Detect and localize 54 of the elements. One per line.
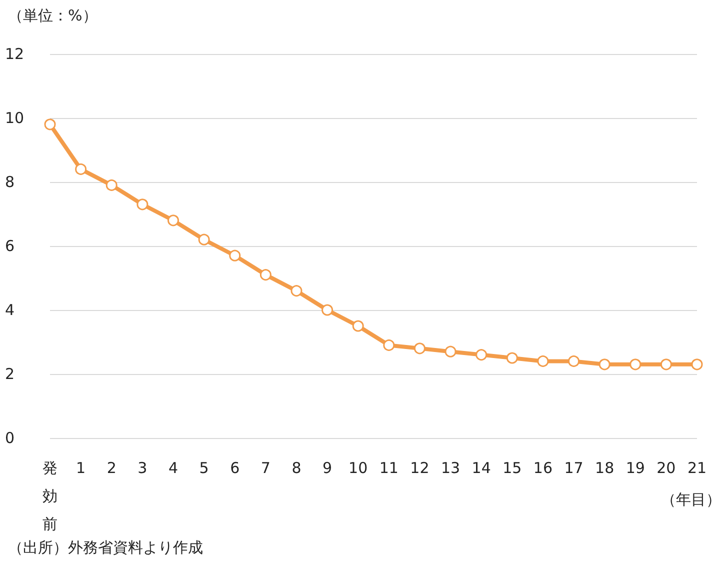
point — [537, 355, 549, 367]
x-tick-label: 7 — [260, 459, 270, 477]
point — [476, 349, 488, 361]
x-tick-label: 16 — [533, 459, 552, 477]
point — [290, 285, 302, 297]
x-tick-label: 12 — [410, 459, 430, 477]
point — [444, 346, 456, 358]
x-tick-label: 20 — [656, 459, 676, 477]
x-tick-label: 18 — [595, 459, 614, 477]
text: （出所）外務省資料より作成 — [8, 538, 203, 556]
point — [506, 352, 518, 364]
x-tick-label: 8 — [292, 459, 302, 477]
x-tick-label: 6 — [230, 459, 240, 477]
point — [168, 214, 179, 226]
point — [198, 234, 210, 246]
x-tick-label: 3 — [138, 459, 148, 477]
x-tick-label: 2 — [106, 459, 116, 477]
y-tick-label: 8 — [5, 173, 15, 191]
point — [383, 339, 395, 351]
point — [229, 250, 241, 262]
x-tick-label: 19 — [626, 459, 645, 477]
x-axis-title: （年目） — [661, 490, 721, 508]
x-tick-label: 11 — [379, 459, 398, 477]
point — [322, 304, 334, 316]
point — [106, 179, 118, 191]
point — [414, 342, 426, 354]
x-tick-label: 9 — [322, 459, 332, 477]
y-tick-label: 0 — [5, 429, 15, 447]
point — [136, 198, 148, 210]
x-tick-label: 13 — [440, 459, 460, 477]
x-tick-label: 5 — [199, 459, 209, 477]
point — [598, 358, 610, 370]
point — [44, 118, 56, 130]
y-axis-title: （単位：%） — [8, 6, 98, 24]
y-tick-label: 6 — [5, 237, 15, 255]
point — [660, 358, 672, 370]
y-tick-label: 4 — [5, 301, 15, 319]
point — [260, 269, 272, 281]
y-tick-label: 10 — [5, 109, 24, 127]
x-tick-label: 10 — [348, 459, 368, 477]
point — [691, 358, 703, 370]
x-tick-label: 発効前 — [42, 459, 58, 533]
x-tick-label: 21 — [687, 459, 707, 477]
x-tick-label: 15 — [502, 459, 522, 477]
point — [75, 163, 87, 175]
x-tick-label: 17 — [564, 459, 584, 477]
x-tick-label: 14 — [472, 459, 491, 477]
point — [568, 355, 580, 367]
point — [352, 320, 364, 332]
y-tick-label: 2 — [5, 365, 15, 383]
point — [630, 358, 642, 370]
x-tick-label: 1 — [76, 459, 86, 477]
x-tick-label: 4 — [168, 459, 178, 477]
y-tick-label: 12 — [5, 45, 24, 63]
